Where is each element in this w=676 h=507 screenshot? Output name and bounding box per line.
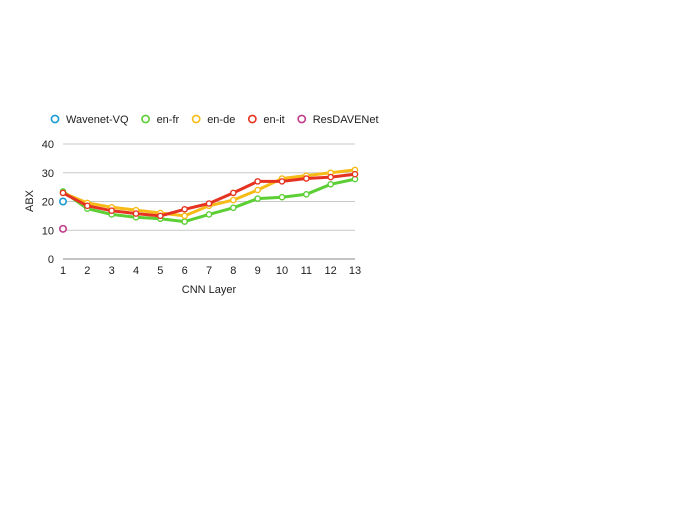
legend-marker	[191, 114, 201, 124]
y-tick-label: 30	[42, 168, 54, 180]
data-point	[108, 207, 115, 214]
data-point	[278, 193, 286, 201]
x-tick-label: 9	[255, 265, 261, 277]
data-point	[181, 205, 188, 213]
data-point	[327, 180, 334, 188]
x-tick-label: 7	[206, 265, 212, 277]
x-tick-label: 6	[182, 265, 188, 277]
data-point	[254, 186, 261, 194]
y-axis-title: ABX	[24, 189, 36, 212]
data-point	[230, 204, 237, 212]
x-tick-label: 3	[109, 265, 115, 277]
x-tick-label: 13	[349, 265, 361, 277]
data-point	[327, 173, 334, 181]
data-point	[254, 195, 261, 202]
data-point	[230, 196, 237, 204]
series-en-it	[59, 170, 359, 220]
x-tick-label: 11	[301, 265, 312, 277]
legend-marker	[141, 114, 150, 124]
data-point	[181, 218, 188, 225]
x-tick-label: 4	[133, 265, 139, 277]
legend-item-en-it: en-it	[247, 114, 285, 126]
point-wavenet-vq	[58, 197, 67, 206]
series-line	[61, 172, 357, 218]
legend-marker	[297, 114, 307, 124]
y-tick-label: 0	[48, 254, 54, 266]
legend-item-resdavenet: ResDAVENet	[297, 114, 379, 126]
plot-series	[58, 166, 359, 233]
point-resdavenet	[58, 224, 67, 233]
y-tick-label: 40	[42, 139, 54, 151]
data-point	[84, 202, 91, 210]
x-axis-title: CNN Layer	[182, 284, 237, 296]
data-point	[205, 200, 213, 207]
data-point	[181, 212, 188, 220]
x-tick-label: 1	[60, 265, 66, 277]
data-point	[278, 178, 286, 185]
y-tick-label: 20	[42, 197, 54, 209]
data-point	[303, 175, 310, 182]
legend-label: en-fr	[157, 114, 180, 126]
y-tick-label: 10	[42, 225, 54, 237]
data-point	[303, 191, 310, 198]
legend-label: en-it	[263, 114, 284, 126]
x-tick-label: 12	[325, 265, 337, 277]
legend-marker	[247, 114, 257, 124]
legend-item-en-fr: en-fr	[141, 114, 180, 126]
data-point	[59, 189, 67, 197]
legend-item-en-de: en-de	[191, 114, 235, 126]
data-point	[205, 211, 213, 218]
data-point	[157, 212, 164, 220]
data-point	[230, 189, 237, 197]
x-axis: 1 2 3 4 5 6 7 8 9 10 11 12 13	[60, 265, 361, 277]
legend-label: Wavenet-VQ	[66, 114, 129, 126]
legend-label: ResDAVENet	[313, 114, 379, 126]
data-point	[351, 170, 359, 178]
data-point	[254, 178, 261, 185]
legend: Wavenet-VQ en-fr en-de en-it ResDAVENet	[50, 114, 379, 126]
data-point	[132, 210, 140, 217]
legend-marker	[50, 114, 60, 124]
x-tick-label: 8	[230, 265, 236, 277]
legend-item-wavenet-vq: Wavenet-VQ	[50, 114, 129, 126]
x-tick-label: 10	[276, 265, 288, 277]
x-tick-label: 5	[157, 265, 163, 277]
legend-label: en-de	[207, 114, 235, 126]
x-tick-label: 2	[84, 265, 90, 277]
y-axis: 0 10 20 30 40	[42, 139, 54, 266]
